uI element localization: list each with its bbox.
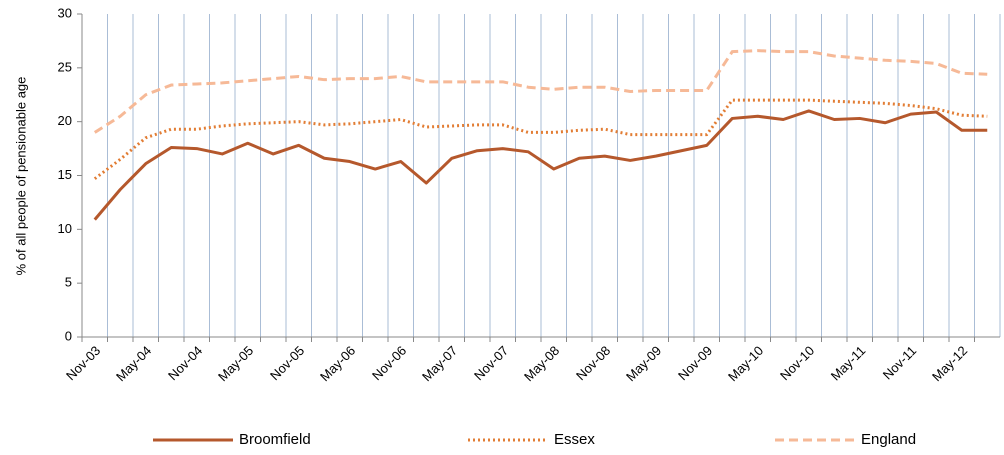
- y-tick-label: 5: [65, 275, 72, 290]
- legend-label: England: [861, 431, 916, 448]
- x-tick-label: Nov-09: [675, 343, 715, 383]
- x-tick-label: May-11: [828, 343, 869, 384]
- x-tick-label: Nov-07: [471, 343, 511, 383]
- x-tick-label: May-06: [317, 343, 358, 384]
- y-tick-label: 0: [65, 328, 72, 343]
- y-tick-label: 10: [58, 221, 72, 236]
- legend-label: Essex: [554, 431, 595, 448]
- x-tick-label: Nov-06: [369, 343, 409, 383]
- y-axis-label: % of all people of pensionable age: [13, 77, 28, 276]
- x-tick-label: Nov-03: [63, 343, 103, 383]
- series-line: [93, 109, 988, 221]
- x-tick-label: May-12: [929, 343, 970, 384]
- x-tick-label: May-08: [521, 343, 562, 384]
- x-tick-label: May-05: [215, 343, 256, 384]
- y-tick-label: 20: [58, 113, 72, 128]
- x-tick-label: May-07: [419, 343, 460, 384]
- y-tick-label: 25: [58, 59, 72, 74]
- x-tick-label: Nov-08: [573, 343, 613, 383]
- x-tick-label: May-10: [725, 343, 766, 384]
- legend-label: Broomfield: [239, 431, 311, 448]
- x-tick-label: Nov-10: [777, 343, 817, 383]
- y-tick-label: 30: [58, 5, 72, 20]
- y-tick-label: 15: [58, 167, 72, 182]
- x-tick-label: May-04: [113, 343, 154, 384]
- x-tick-label: Nov-04: [165, 343, 205, 383]
- x-tick-label: Nov-11: [880, 343, 920, 383]
- series-line: [93, 49, 988, 134]
- series-line: [93, 98, 988, 180]
- x-tick-label: Nov-05: [267, 343, 307, 383]
- x-tick-label: May-09: [623, 343, 664, 384]
